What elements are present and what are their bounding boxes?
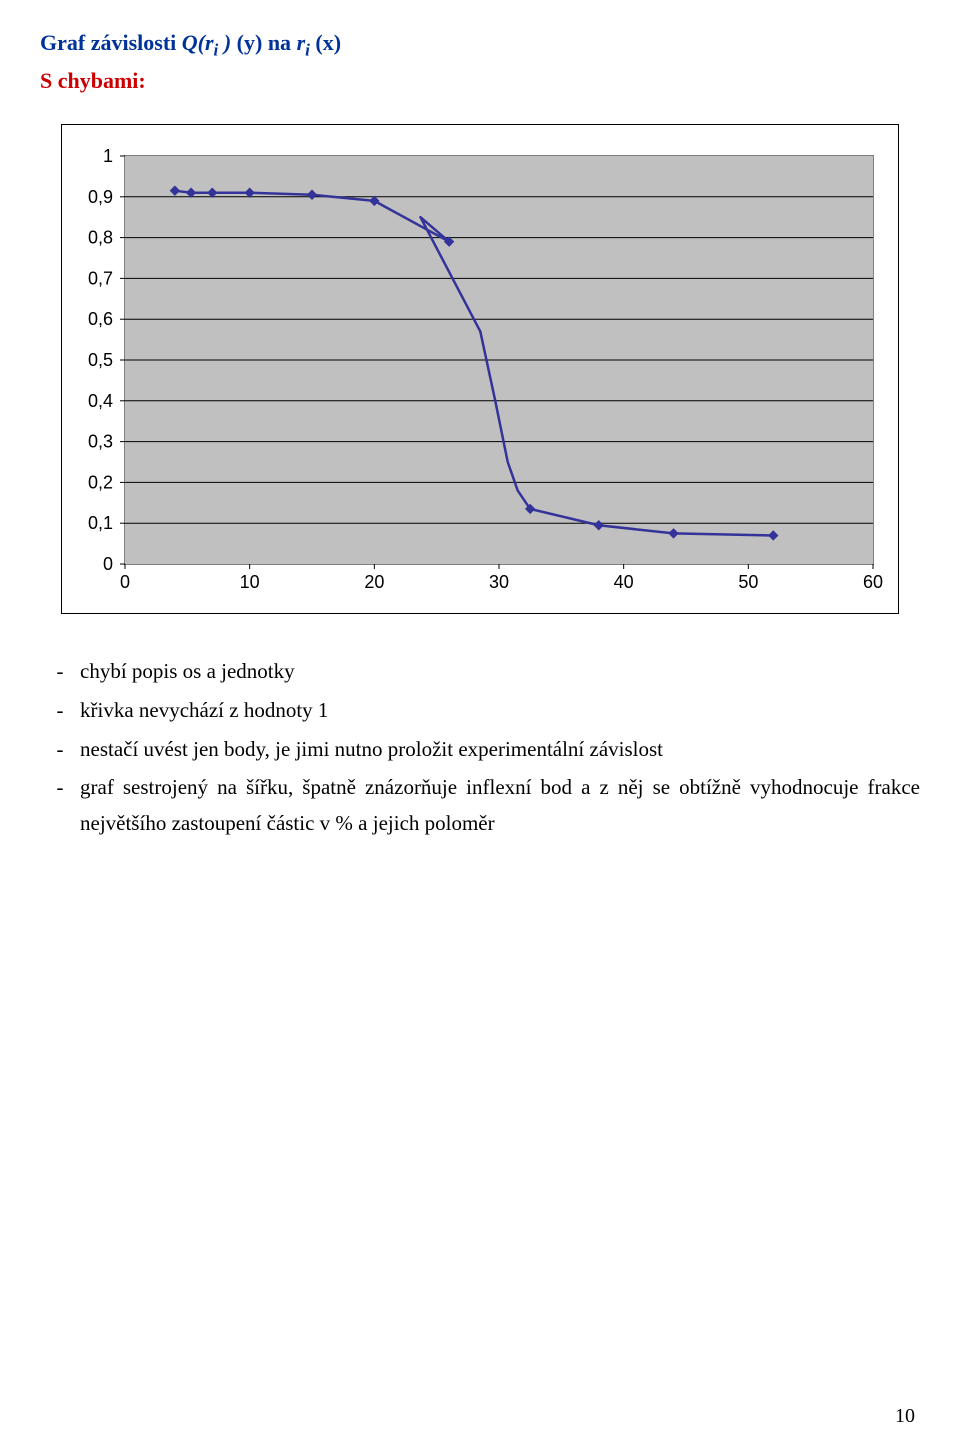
chart-marker [669,529,678,538]
ytick-label: 0,8 [88,228,113,248]
title-na: na [268,30,297,55]
chart-marker [170,187,179,196]
ytick-label: 0,9 [88,187,113,207]
ytick-label: 0 [103,554,113,574]
title-r: r [297,30,306,55]
title-x: (x) [310,30,341,55]
xtick-label: 50 [738,572,758,592]
chart-svg: 010203040506000,10,20,30,40,50,60,70,80,… [125,156,873,564]
chart-plot-area: 010203040506000,10,20,30,40,50,60,70,80,… [124,155,874,565]
page-number: 10 [895,1405,915,1428]
title-func: Q(r [182,30,214,55]
bullet-item: -křivka nevychází z hodnoty 1 [40,693,920,729]
title-prefix: Graf závislosti [40,30,182,55]
bullet-dash: - [40,654,80,690]
bullet-text: nestačí uvést jen body, je jimi nutno pr… [80,732,920,768]
ytick-label: 0,7 [88,269,113,289]
chart-line [175,191,773,536]
xtick-label: 10 [240,572,260,592]
ytick-label: 1 [103,146,113,166]
bullet-dash: - [40,732,80,768]
bullet-text: graf sestrojený na šířku, špatně znázorň… [80,770,920,841]
xtick-label: 40 [614,572,634,592]
bullet-dash: - [40,770,80,841]
title-func-close: ) [218,30,231,55]
xtick-label: 30 [489,572,509,592]
ytick-label: 0,3 [88,432,113,452]
title-y: (y) [231,30,268,55]
subtitle: S chybami: [40,68,920,94]
ytick-label: 0,4 [88,391,113,411]
bullet-item: -graf sestrojený na šířku, špatně znázor… [40,770,920,841]
bullet-text: křivka nevychází z hodnoty 1 [80,693,920,729]
chart-marker [187,189,196,198]
chart-marker [370,197,379,206]
ytick-label: 0,1 [88,514,113,534]
ytick-label: 0,6 [88,310,113,330]
ytick-label: 0,2 [88,473,113,493]
bullet-item: -nestačí uvést jen body, je jimi nutno p… [40,732,920,768]
chart-container: 0 10 20 30 40 50 60 0 0,1 0,2 0,3 0,4 0,5 0,6 0,7 0,8 0,… [61,124,899,614]
xtick-label: 0 [120,572,130,592]
page-title: Graf závislosti Q(ri ) (y) na ri (x) [40,30,920,60]
chart-marker [245,189,254,198]
bullet-text: chybí popis os a jednotky [80,654,920,690]
chart-marker [594,521,603,530]
ytick-label: 0,5 [88,350,113,370]
bullet-item: -chybí popis os a jednotky [40,654,920,690]
chart-marker [208,189,217,198]
chart-marker [769,531,778,540]
bullet-list: -chybí popis os a jednotky-křivka nevych… [40,654,920,841]
chart-marker [308,191,317,200]
bullet-dash: - [40,693,80,729]
xtick-label: 60 [863,572,883,592]
xtick-label: 20 [364,572,384,592]
